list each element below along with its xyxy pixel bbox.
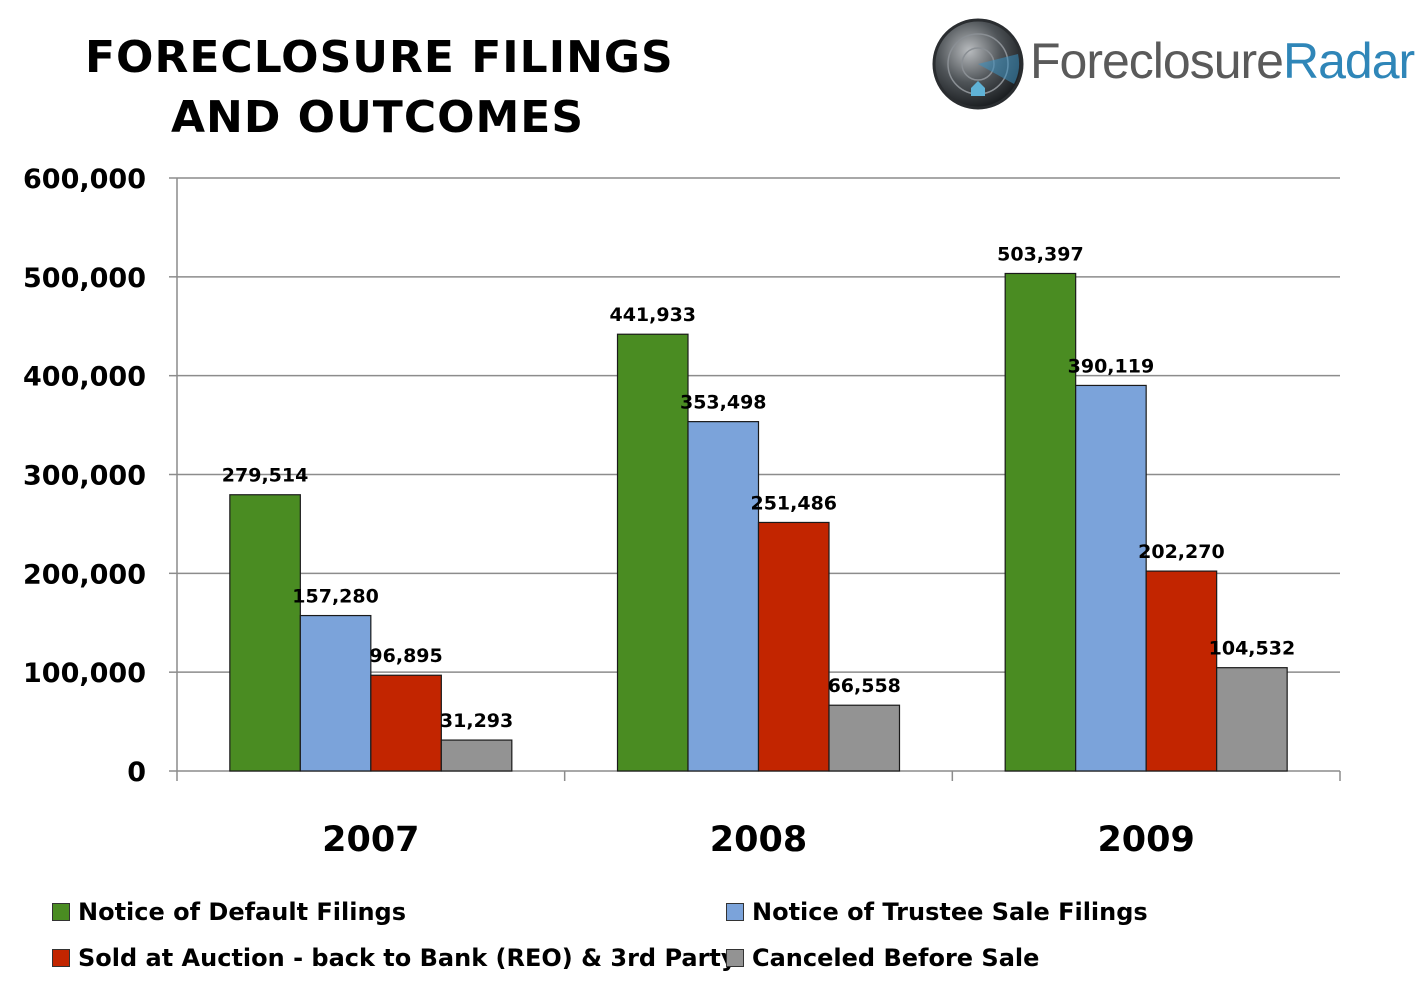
legend-item: Sold at Auction - back to Bank (REO) & 3… — [52, 944, 737, 972]
bar-2008-series-2 — [687, 421, 760, 772]
bar-2009-series-4 — [1216, 667, 1288, 772]
data-label: 66,558 — [828, 675, 901, 697]
legend-item: Notice of Default Filings — [52, 898, 406, 926]
data-label: 279,514 — [222, 465, 309, 487]
y-tick-label: 400,000 — [23, 362, 146, 393]
legend-label: Canceled Before Sale — [752, 944, 1040, 972]
logo-word-radar: Radar — [1283, 33, 1415, 89]
data-label: 31,293 — [440, 710, 513, 732]
logo-word-foreclosure: Foreclosure — [1030, 33, 1284, 89]
bar-2009-series-2 — [1075, 384, 1147, 772]
data-label: 251,486 — [750, 492, 837, 514]
legend-swatch — [52, 903, 70, 921]
legend-swatch — [52, 949, 70, 967]
radar-logo-icon — [932, 18, 1024, 110]
data-label: 202,270 — [1138, 541, 1225, 563]
chart-title-line-2: AND OUTCOMES — [170, 92, 585, 143]
data-label: 104,532 — [1209, 638, 1296, 660]
x-tick-label-2009: 2009 — [1097, 820, 1194, 860]
data-label: 157,280 — [292, 586, 379, 608]
bar-2009-series-3 — [1145, 570, 1218, 772]
data-label: 353,498 — [680, 392, 767, 414]
bar-2009-series-1 — [1004, 272, 1077, 772]
chart-title: FORECLOSURE FILINGS AND OUTCOMES — [85, 28, 674, 148]
data-label: 96,895 — [369, 645, 442, 667]
data-label: 503,397 — [997, 243, 1084, 265]
x-tick-label-2008: 2008 — [710, 820, 807, 860]
legend-item: Canceled Before Sale — [726, 944, 1039, 972]
x-tick-label-2007: 2007 — [322, 820, 419, 860]
foreclosure-radar-logo: ForeclosureRadar™ — [930, 18, 1415, 110]
y-tick-label: 500,000 — [23, 263, 146, 294]
bar-2007-series-4 — [440, 739, 513, 772]
legend-item: Notice of Trustee Sale Filings — [726, 898, 1148, 926]
bar-2007-series-3 — [370, 674, 442, 772]
legend-label: Notice of Default Filings — [78, 898, 407, 926]
y-tick-label: 100,000 — [23, 658, 146, 689]
data-label: 441,933 — [609, 304, 696, 326]
y-tick-label: 600,000 — [23, 164, 146, 195]
data-label: 390,119 — [1068, 355, 1155, 377]
bar-2008-series-4 — [828, 704, 901, 772]
y-tick-label: 300,000 — [23, 461, 146, 492]
bar-2007-series-1 — [229, 494, 301, 772]
bar-2008-series-1 — [616, 333, 689, 772]
legend-label: Sold at Auction - back to Bank (REO) & 3… — [78, 944, 737, 972]
legend-swatch — [726, 949, 744, 967]
logo-wordmark: ForeclosureRadar™ — [1030, 32, 1415, 90]
bar-2008-series-3 — [757, 521, 830, 772]
chart-title-line-1: FORECLOSURE FILINGS — [85, 32, 674, 83]
legend-label: Notice of Trustee Sale Filings — [752, 898, 1148, 926]
y-tick-label: 200,000 — [23, 559, 146, 590]
bar-2007-series-2 — [299, 614, 372, 772]
legend-swatch — [726, 903, 744, 921]
y-tick-label: 0 — [127, 757, 146, 788]
